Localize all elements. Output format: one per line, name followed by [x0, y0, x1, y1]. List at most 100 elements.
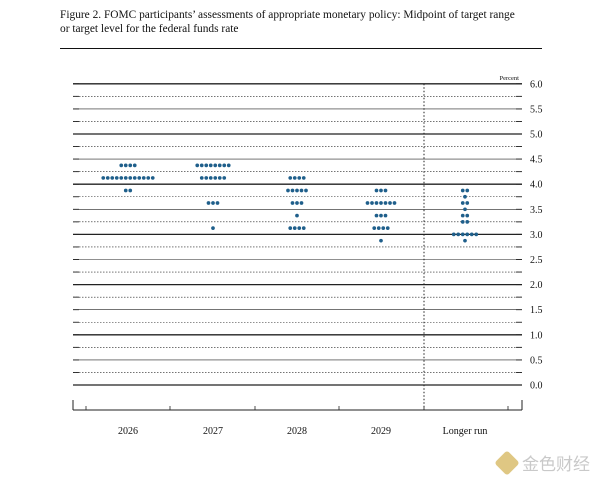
watermark: 金色财经 [494, 449, 590, 476]
projection-dot [383, 213, 388, 218]
projection-dot [217, 163, 222, 168]
projection-dot [379, 201, 383, 205]
projection-dot [295, 188, 299, 193]
projection-dot [460, 220, 465, 224]
figure-title: Figure 2. FOMC participants’ assessments… [60, 8, 550, 36]
y-tick-label: 0.5 [530, 355, 543, 366]
projection-dot [374, 213, 379, 218]
projection-dot [146, 176, 151, 180]
y-tick-label: 2.5 [530, 255, 543, 266]
title-rule [60, 48, 542, 49]
projection-dot [469, 232, 474, 237]
projection-dot [199, 163, 204, 168]
projection-dot [204, 163, 209, 168]
y-tick-label: 4.5 [530, 155, 543, 166]
projection-dot [208, 163, 213, 168]
y-tick-label: 2.0 [530, 280, 543, 291]
projection-dot [204, 176, 209, 180]
projection-dot [128, 163, 133, 168]
projection-dot [206, 201, 211, 205]
projection-dot [379, 238, 383, 243]
projection-dot [123, 163, 128, 168]
figure-title-line-2: or target level for the federal funds ra… [60, 23, 239, 35]
projection-dot [292, 226, 297, 230]
y-tick-label: 1.0 [530, 330, 543, 341]
projection-dot [215, 201, 220, 205]
projection-dot [290, 188, 295, 193]
projection-dot [222, 176, 227, 180]
projection-dot [379, 213, 383, 218]
projection-dot [376, 226, 381, 230]
y-tick-label: 5.5 [530, 104, 543, 115]
projection-dot [392, 201, 397, 205]
projection-dot [211, 201, 215, 205]
projection-dot [299, 188, 304, 193]
projection-dot [301, 176, 306, 180]
x-category-label: 2028 [287, 426, 307, 437]
projection-dot [128, 176, 133, 180]
x-category-label: Longer run [443, 426, 488, 437]
projection-dot [195, 163, 200, 168]
projection-dot [365, 201, 370, 205]
projection-dot [150, 176, 155, 180]
projection-dot [208, 176, 213, 180]
projection-dot [463, 194, 467, 199]
projection-dot [123, 176, 128, 180]
projection-dot [226, 163, 231, 168]
projection-dot [381, 226, 386, 230]
y-tick-label: 3.5 [530, 205, 543, 216]
y-unit-label: Percent [500, 75, 520, 82]
projection-dot [299, 201, 304, 205]
projection-dot [474, 232, 479, 237]
projection-dot [463, 207, 467, 212]
y-tick-label: 6.0 [530, 79, 543, 90]
figure-title-line-1: Figure 2. FOMC participants’ assessments… [60, 9, 515, 21]
projection-dot [374, 201, 379, 205]
x-category-label: 2027 [203, 426, 223, 437]
projection-dot [297, 176, 302, 180]
projection-dot [379, 188, 383, 193]
projection-dot [463, 238, 467, 243]
projection-dot [465, 232, 470, 237]
projection-dot [288, 226, 293, 230]
projection-dot [460, 201, 465, 205]
projection-dot [465, 213, 470, 218]
projection-dot [114, 176, 119, 180]
x-category-label: 2029 [371, 426, 391, 437]
projection-dot [288, 176, 293, 180]
projection-dot [460, 188, 465, 193]
y-tick-label: 5.0 [530, 130, 543, 141]
y-tick-label: 0.0 [530, 381, 543, 392]
projection-dot [370, 201, 374, 205]
projection-dot [465, 220, 470, 224]
x-category-label: 2026 [118, 426, 138, 437]
projection-dot [105, 176, 110, 180]
projection-dot [460, 213, 465, 218]
projection-dot [295, 201, 299, 205]
projection-dot [101, 176, 106, 180]
projection-dot [456, 232, 461, 237]
projection-dot [213, 163, 218, 168]
projection-dot [217, 176, 222, 180]
projection-dot [295, 213, 299, 218]
projection-dot [286, 188, 290, 193]
projection-dot [292, 176, 297, 180]
y-tick-label: 3.0 [530, 230, 543, 241]
y-tick-label: 4.0 [530, 180, 543, 191]
projection-dot [451, 232, 456, 237]
projection-dot [383, 188, 388, 193]
projection-dot [460, 232, 465, 237]
projection-dot [119, 176, 124, 180]
projection-dot [119, 163, 124, 168]
projection-dot [385, 226, 390, 230]
projection-dot [141, 176, 146, 180]
projection-dot [465, 201, 470, 205]
projection-dot [374, 188, 379, 193]
projection-dot [213, 176, 218, 180]
projection-dot [465, 188, 470, 193]
projection-dot [132, 176, 137, 180]
y-tick-label: 1.5 [530, 305, 543, 316]
projection-dot [128, 188, 133, 193]
projection-dot [301, 226, 306, 230]
